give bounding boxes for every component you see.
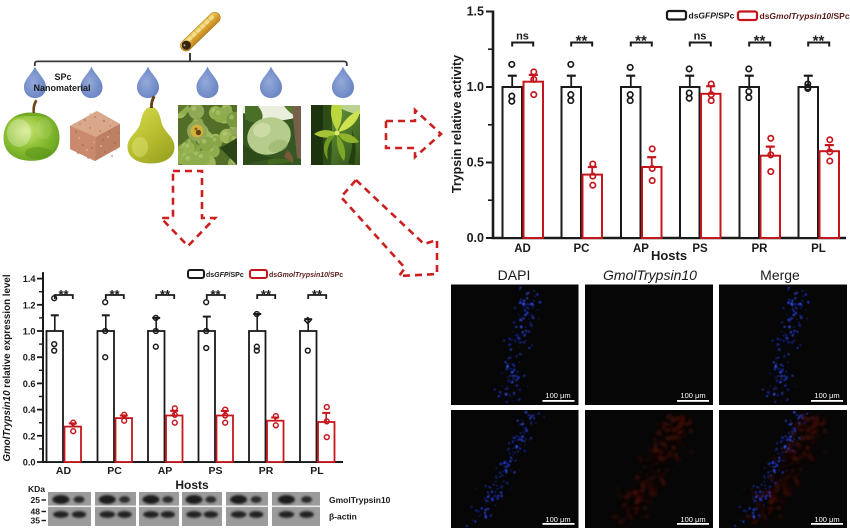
svg-text:Merge: Merge xyxy=(760,267,800,283)
svg-text:0.8: 0.8 xyxy=(23,353,36,363)
svg-text:dsGFP/SPc: dsGFP/SPc xyxy=(206,272,244,279)
svg-text:25: 25 xyxy=(31,495,41,505)
svg-text:AD: AD xyxy=(56,465,72,477)
svg-text:PC: PC xyxy=(107,465,122,477)
svg-text:KDa: KDa xyxy=(28,484,45,494)
svg-text:1.4: 1.4 xyxy=(23,274,37,284)
svg-text:100 μm: 100 μm xyxy=(680,391,705,400)
svg-text:Hosts: Hosts xyxy=(175,478,209,492)
svg-text:PC: PC xyxy=(574,243,590,255)
svg-text:1.5: 1.5 xyxy=(467,5,484,19)
svg-text:β-actin: β-actin xyxy=(329,512,357,522)
svg-text:100 μm: 100 μm xyxy=(545,391,570,400)
svg-text:GmolTrypsin10: GmolTrypsin10 xyxy=(329,495,391,505)
svg-text:100 μm: 100 μm xyxy=(680,515,705,524)
svg-text:SPc: SPc xyxy=(54,72,71,82)
svg-text:**: ** xyxy=(261,287,272,302)
svg-text:**: ** xyxy=(635,33,647,50)
svg-text:ns: ns xyxy=(516,31,529,43)
svg-text:Trypsin relative activity: Trypsin relative activity xyxy=(450,55,464,193)
svg-text:PL: PL xyxy=(310,465,324,477)
svg-text:PR: PR xyxy=(259,465,274,477)
svg-text:**: ** xyxy=(210,287,221,302)
svg-text:1.0: 1.0 xyxy=(23,327,36,337)
svg-text:0.5: 0.5 xyxy=(467,156,484,170)
svg-text:dsGmolTrypsin10/SPc: dsGmolTrypsin10/SPc xyxy=(760,11,850,21)
svg-text:Hosts: Hosts xyxy=(651,248,687,263)
svg-text:**: ** xyxy=(312,287,323,302)
svg-text:**: ** xyxy=(160,287,171,302)
svg-text:PR: PR xyxy=(752,243,769,255)
svg-text:PL: PL xyxy=(811,243,826,255)
svg-text:0.6: 0.6 xyxy=(23,379,36,389)
svg-text:AP: AP xyxy=(158,465,173,477)
svg-text:GmolTrypsin10 relative express: GmolTrypsin10 relative expression level xyxy=(2,274,13,461)
svg-text:AD: AD xyxy=(514,243,531,255)
svg-text:0.0: 0.0 xyxy=(23,458,36,468)
svg-text:Nanomaterial: Nanomaterial xyxy=(33,83,90,93)
svg-text:100 μm: 100 μm xyxy=(814,391,839,400)
svg-text:1.0: 1.0 xyxy=(467,80,484,94)
svg-text:100 μm: 100 μm xyxy=(545,515,570,524)
svg-text:35: 35 xyxy=(31,516,41,526)
svg-text:0.4: 0.4 xyxy=(23,405,37,415)
svg-text:DAPI: DAPI xyxy=(498,267,531,283)
svg-text:**: ** xyxy=(813,33,825,50)
svg-text:0.0: 0.0 xyxy=(467,231,484,245)
svg-text:100 μm: 100 μm xyxy=(814,515,839,524)
svg-text:**: ** xyxy=(576,33,588,50)
svg-text:GmolTrypsin10: GmolTrypsin10 xyxy=(603,267,697,283)
svg-text:PS: PS xyxy=(208,465,222,477)
svg-text:**: ** xyxy=(109,287,120,302)
svg-text:dsGFP/SPc: dsGFP/SPc xyxy=(689,11,735,21)
svg-text:0.2: 0.2 xyxy=(23,431,36,441)
svg-text:48: 48 xyxy=(31,507,41,517)
svg-text:PS: PS xyxy=(692,243,708,255)
svg-text:**: ** xyxy=(58,287,69,302)
svg-text:**: ** xyxy=(754,33,766,50)
svg-text:dsGmolTrypsin10/SPc: dsGmolTrypsin10/SPc xyxy=(269,272,343,279)
svg-text:ns: ns xyxy=(694,31,707,43)
svg-text:AP: AP xyxy=(633,243,649,255)
svg-text:1.2: 1.2 xyxy=(23,300,36,310)
